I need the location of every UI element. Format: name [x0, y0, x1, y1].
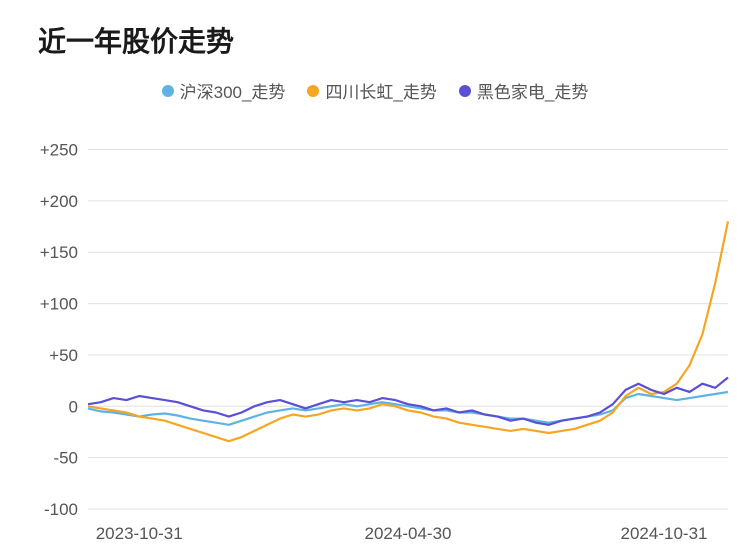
- y-tick-label: +200: [40, 192, 78, 211]
- series-line: [88, 392, 728, 425]
- x-tick-label: 2024-10-31: [621, 524, 708, 543]
- legend-item-2: 黑色家电_走势: [459, 78, 588, 103]
- y-tick-label: +100: [40, 295, 78, 314]
- y-tick-label: 0: [69, 397, 78, 416]
- y-tick-label: +150: [40, 243, 78, 262]
- y-tick-label: -50: [53, 449, 78, 468]
- legend-dot-2: [459, 85, 471, 97]
- y-tick-label: +250: [40, 141, 78, 160]
- legend-item-0: 沪深300_走势: [162, 78, 286, 103]
- y-tick-label: +50: [49, 346, 78, 365]
- series-line: [88, 221, 728, 441]
- x-tick-label: 2024-04-30: [365, 524, 452, 543]
- legend-item-1: 四川长虹_走势: [307, 78, 436, 103]
- chart-svg: -100 -50 0 +50 +100 +150 +200 +250 2023-10-31 202…: [10, 121, 740, 551]
- y-tick-label: -100: [44, 500, 78, 519]
- chart-title: 近一年股价走势: [38, 20, 740, 60]
- chart-area: -100 -50 0 +50 +100 +150 +200 +250 2023-10-31 202…: [10, 121, 740, 551]
- legend-label-1: 四川长虹_走势: [325, 78, 436, 103]
- legend-label-2: 黑色家电_走势: [477, 78, 588, 103]
- legend-dot-0: [162, 85, 174, 97]
- legend: 沪深300_走势 四川长虹_走势 黑色家电_走势: [10, 78, 740, 103]
- x-tick-label: 2023-10-31: [96, 524, 183, 543]
- legend-label-0: 沪深300_走势: [180, 78, 286, 103]
- legend-dot-1: [307, 85, 319, 97]
